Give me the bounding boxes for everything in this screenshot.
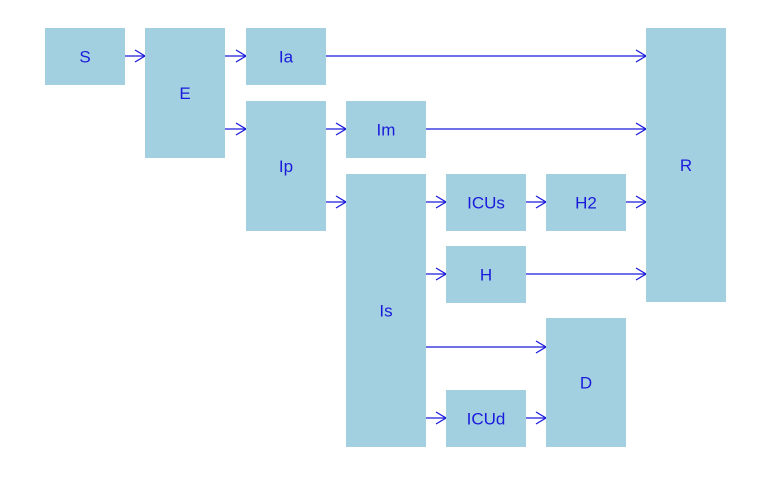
node-r: R: [646, 28, 726, 302]
node-box-d: [546, 318, 626, 447]
arrow-s-to-e: [125, 49, 147, 63]
node-label-is: Is: [379, 302, 392, 321]
node-label-icud: ICUd: [467, 410, 506, 429]
node-label-s: S: [79, 48, 90, 67]
arrow-icud-to-d: [526, 411, 548, 425]
node-box-r: [646, 28, 726, 302]
node-label-ip: Ip: [279, 157, 293, 176]
node-h: H: [446, 246, 526, 303]
node-box-ip: [246, 101, 326, 231]
node-box-im: [346, 101, 426, 158]
arrow-is-to-h: [426, 267, 448, 281]
node-box-ia: [246, 28, 326, 85]
arrow-ip-to-im: [326, 122, 348, 136]
node-e: E: [145, 28, 225, 158]
nodes-layer: S E Ia Ip Im Is ICUs H2 H ICUd D R: [45, 28, 726, 447]
node-h2: H2: [546, 174, 626, 231]
arrow-is-to-d: [426, 340, 548, 354]
node-ia: Ia: [246, 28, 326, 85]
arrow-is-to-icus: [426, 195, 448, 209]
node-box-is: [346, 174, 426, 447]
node-label-h2: H2: [575, 194, 597, 213]
node-label-r: R: [680, 156, 692, 175]
node-label-im: Im: [377, 121, 396, 140]
arrow-icus-to-h2: [526, 195, 548, 209]
node-is: Is: [346, 174, 426, 447]
node-box-icus: [446, 174, 526, 231]
node-label-h: H: [480, 266, 492, 285]
node-label-e: E: [179, 84, 190, 103]
arrow-im-to-r: [426, 122, 648, 136]
node-im: Im: [346, 101, 426, 158]
node-box-s: [45, 28, 125, 85]
arrow-h2-to-r: [626, 195, 648, 209]
arrow-ip-to-is: [326, 195, 348, 209]
node-box-e: [145, 28, 225, 158]
arrow-e-to-ia: [225, 49, 248, 63]
node-box-icud: [446, 390, 526, 447]
arrow-ia-to-r: [326, 49, 648, 63]
node-ip: Ip: [246, 101, 326, 231]
node-label-ia: Ia: [279, 48, 294, 67]
arrow-is-to-icud: [426, 411, 448, 425]
node-box-h: [446, 246, 526, 303]
node-box-h2: [546, 174, 626, 231]
node-label-icus: ICUs: [467, 194, 505, 213]
node-s: S: [45, 28, 125, 85]
node-icus: ICUs: [446, 174, 526, 231]
arrow-e-to-ip: [225, 122, 248, 136]
node-d: D: [546, 318, 626, 447]
node-icud: ICUd: [446, 390, 526, 447]
node-label-d: D: [580, 374, 592, 393]
arrow-h-to-r: [526, 267, 648, 281]
